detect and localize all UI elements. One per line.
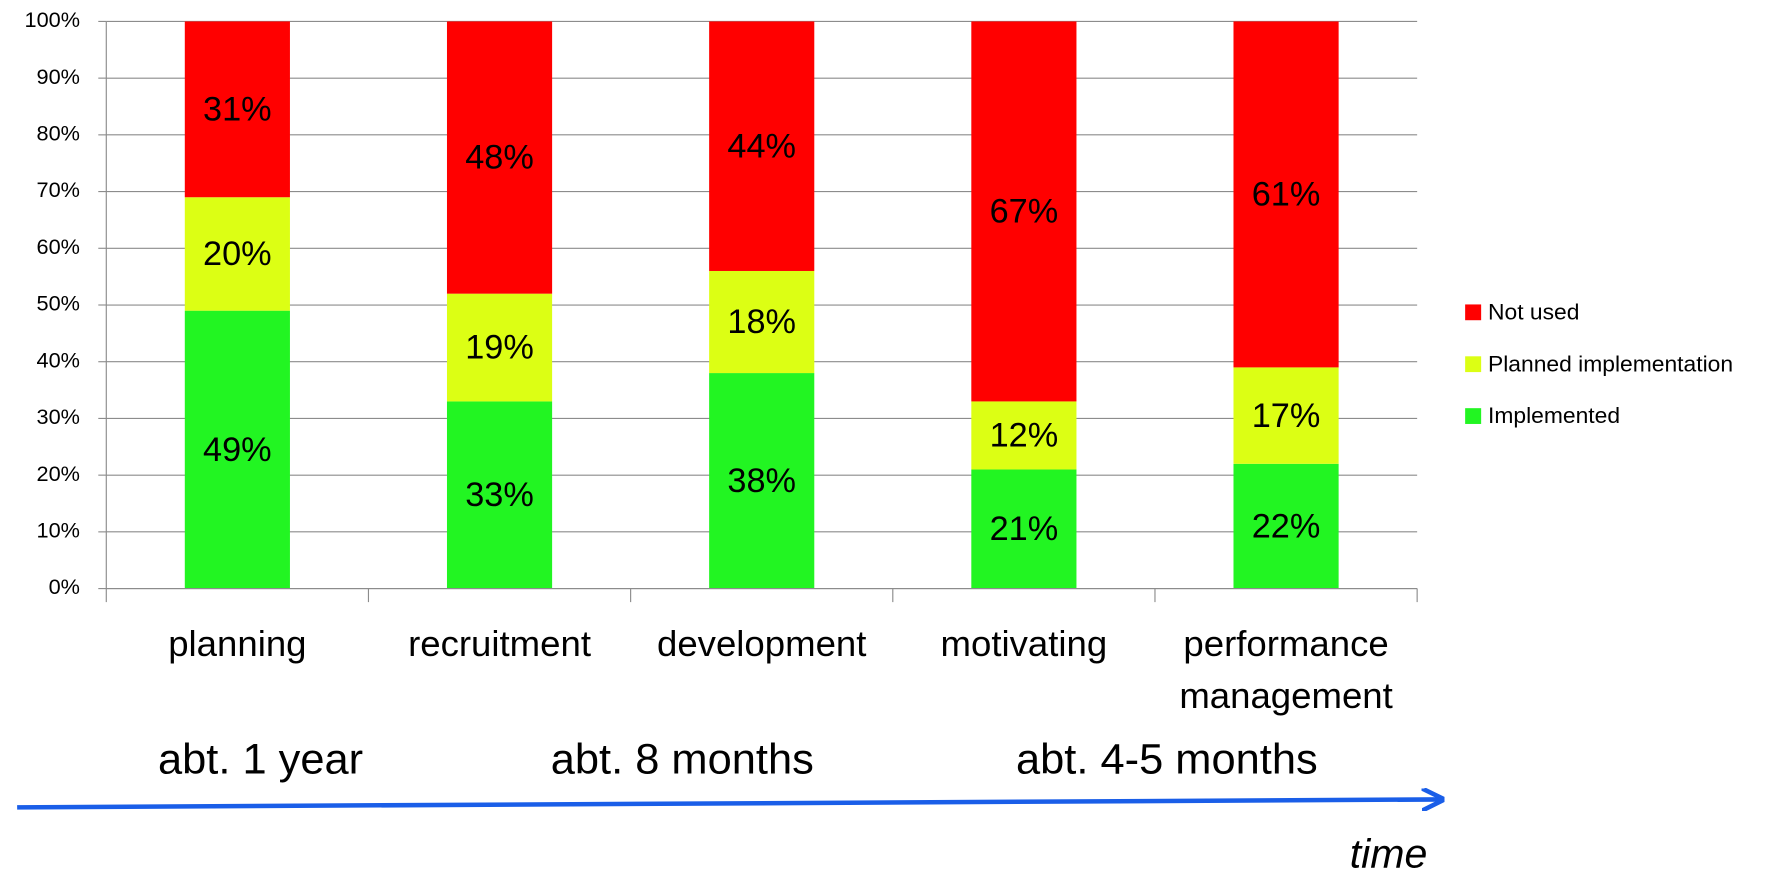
bar-segment xyxy=(709,21,815,271)
annotation: abt. 8 months xyxy=(551,736,814,784)
legend-swatch xyxy=(1465,408,1482,424)
bar-segment xyxy=(971,21,1077,402)
y-tick-label: 0% xyxy=(49,574,80,599)
annotation: abt. 1 year xyxy=(158,736,363,784)
data-label: 12% xyxy=(990,417,1059,455)
data-label: 61% xyxy=(1252,176,1321,214)
data-label: 17% xyxy=(1252,397,1321,435)
bar-segment xyxy=(1233,21,1339,368)
bar-segment xyxy=(971,469,1077,589)
bar-segment xyxy=(446,401,553,589)
y-tick-label: 60% xyxy=(37,234,80,259)
legend-label: Implemented xyxy=(1488,402,1620,428)
bar-segment xyxy=(709,270,815,374)
x-tick-label: motivating xyxy=(940,623,1108,665)
x-tick-label: development xyxy=(657,623,867,665)
y-tick-label: 50% xyxy=(37,291,80,316)
x-tick-label: planning xyxy=(168,623,307,665)
y-tick-label: 30% xyxy=(37,404,80,429)
x-label-box: motivating xyxy=(940,623,1108,665)
bar-segment xyxy=(1233,463,1339,589)
bar-segment xyxy=(446,21,553,294)
x-tick-label: performance management xyxy=(1179,623,1393,716)
y-tick-label: 80% xyxy=(37,121,80,146)
legend-label: Planned implementation xyxy=(1488,350,1733,376)
y-tick-label: 70% xyxy=(37,177,80,202)
legend-label: Not used xyxy=(1488,299,1579,325)
data-label: 44% xyxy=(727,128,796,166)
y-tick-label: 100% xyxy=(25,7,80,32)
legend-swatch xyxy=(1465,356,1482,373)
data-label: 18% xyxy=(727,303,796,341)
data-label: 19% xyxy=(465,329,534,367)
annotation: time xyxy=(1350,831,1428,877)
time-arrow xyxy=(17,799,1442,807)
y-tick-label: 20% xyxy=(37,461,80,486)
bar-segment xyxy=(446,293,553,402)
bar-segment xyxy=(709,373,815,589)
data-label: 48% xyxy=(465,139,534,177)
data-label: 22% xyxy=(1252,508,1321,546)
x-label-box: recruitment xyxy=(408,623,591,665)
x-label-box: performance management xyxy=(1179,623,1393,716)
y-tick-label: 40% xyxy=(37,348,80,373)
data-label: 20% xyxy=(203,235,272,273)
x-label-box: development xyxy=(657,623,867,665)
data-label: 33% xyxy=(465,476,534,514)
data-label: 31% xyxy=(203,91,272,129)
y-tick-label: 10% xyxy=(37,518,80,543)
bar-segment xyxy=(184,197,290,311)
annotation: abt. 4-5 months xyxy=(1016,736,1318,784)
data-label: 38% xyxy=(727,462,796,500)
data-label: 67% xyxy=(990,193,1059,231)
legend-swatch xyxy=(1465,304,1482,321)
data-label: 21% xyxy=(990,510,1059,548)
x-label-box: planning xyxy=(168,623,307,665)
bar-segment xyxy=(971,401,1077,470)
bar-segment xyxy=(184,21,290,198)
y-tick-label: 90% xyxy=(37,64,80,89)
bar-segment xyxy=(184,310,290,589)
x-tick-label: recruitment xyxy=(408,623,591,665)
data-label: 49% xyxy=(203,431,272,469)
bar-segment xyxy=(1233,367,1339,464)
